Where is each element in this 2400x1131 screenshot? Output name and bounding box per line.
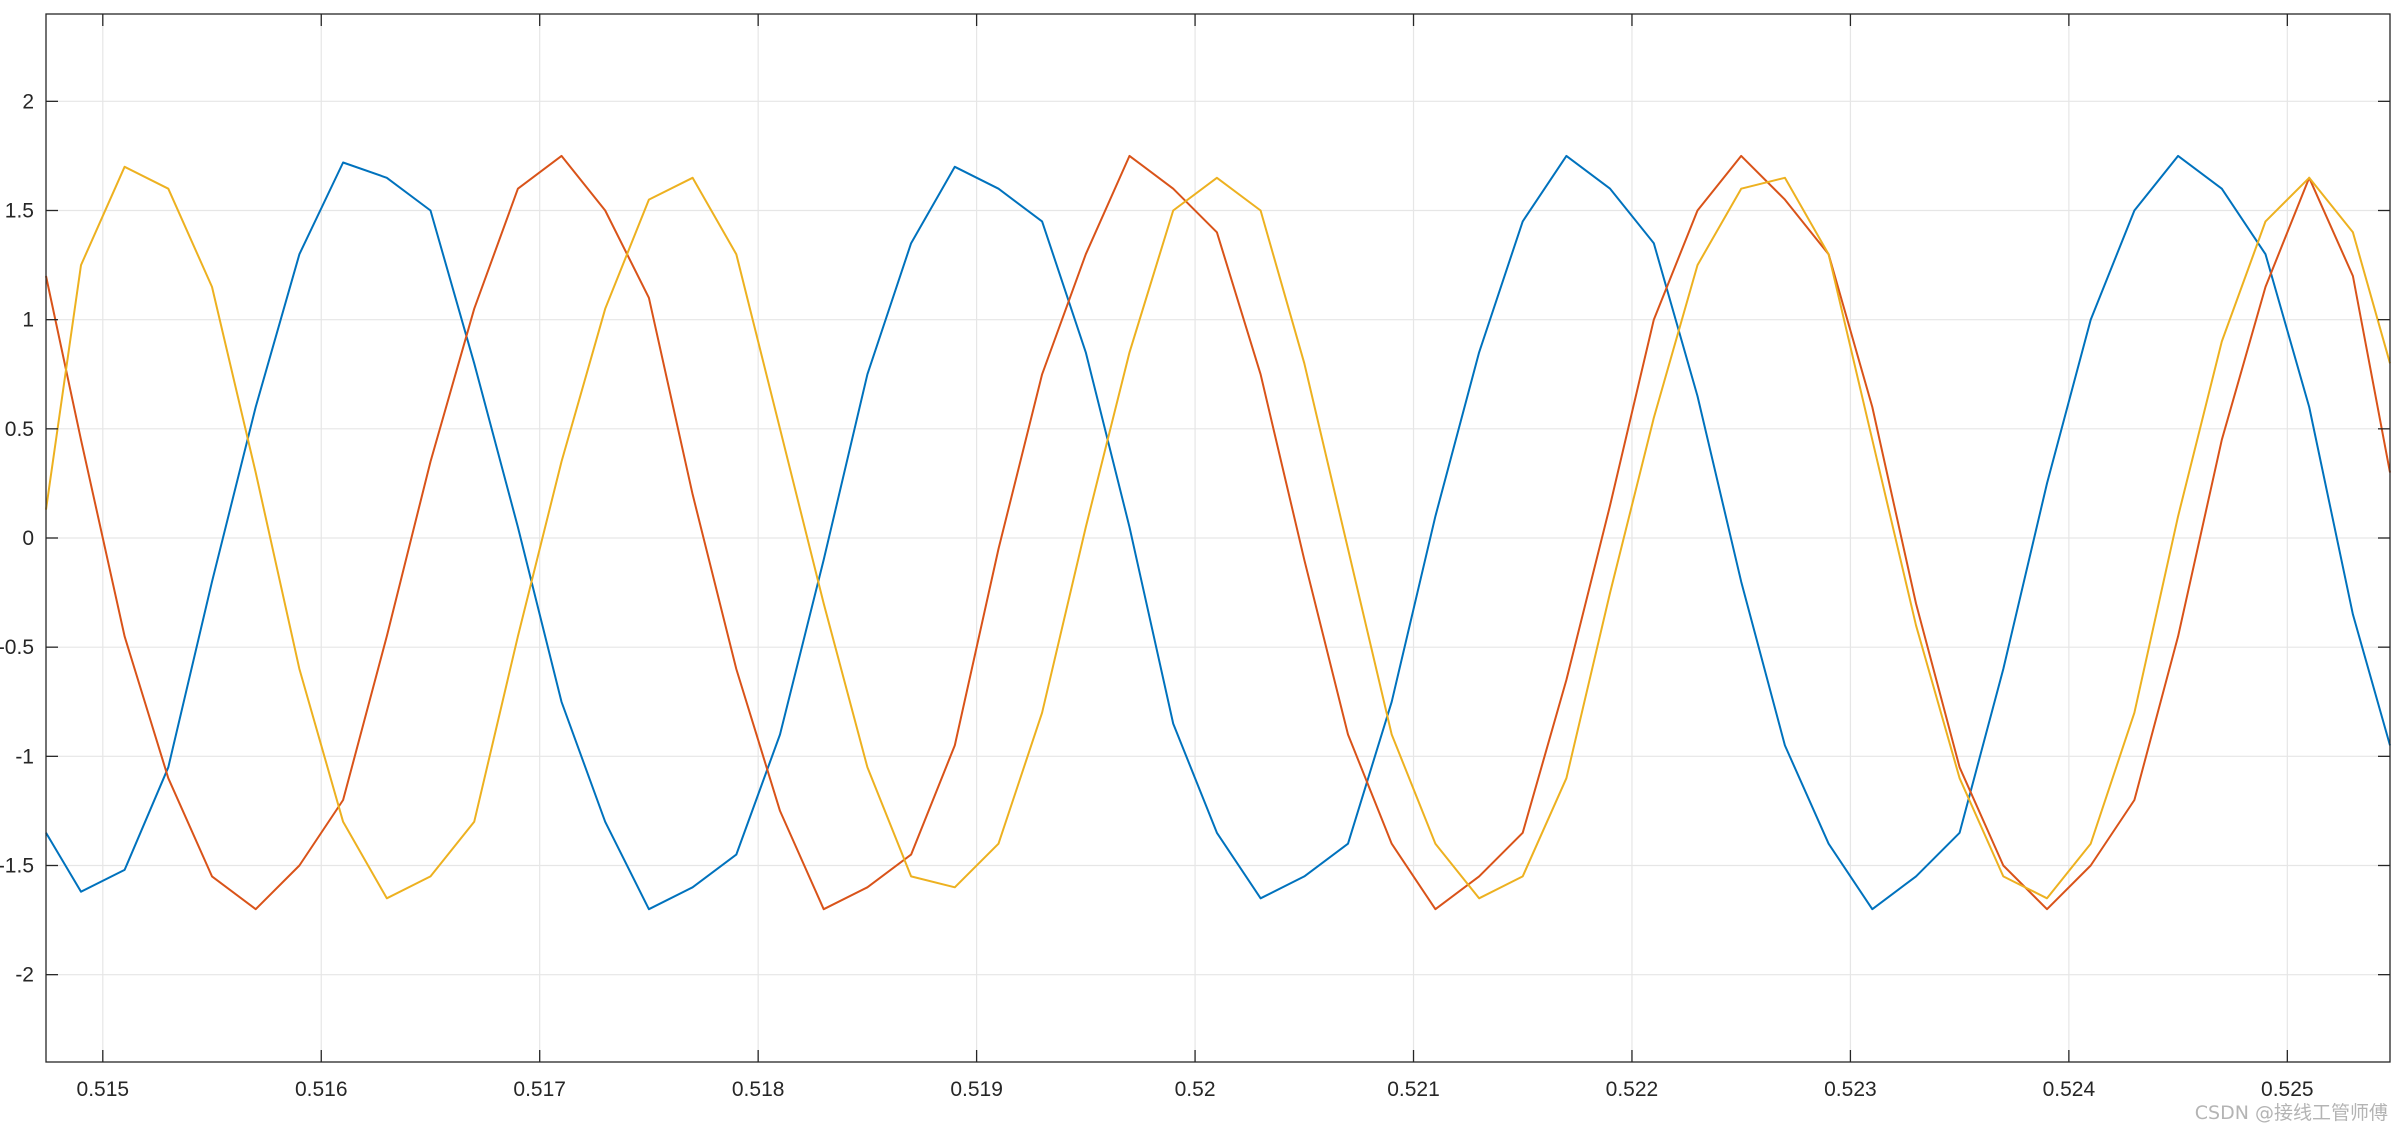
x-tick-label: 0.52 bbox=[1175, 1078, 1216, 1101]
series-3-line bbox=[45, 165, 2391, 900]
series-2-line bbox=[45, 154, 2391, 911]
y-tick-labels: 2 1.5 1 0.5 0 -0.5 -1 -1.5 -2 bbox=[0, 90, 34, 986]
y-tick-label: -0.5 bbox=[0, 636, 34, 659]
y-tick-label: 1.5 bbox=[5, 200, 34, 223]
x-tick-label: 0.516 bbox=[295, 1078, 348, 1101]
y-tick-label: -1 bbox=[15, 745, 34, 768]
x-tick-label: 0.524 bbox=[2043, 1078, 2096, 1101]
tick-marks bbox=[46, 14, 2390, 1062]
x-tick-labels: 0.515 0.516 0.517 0.518 0.519 0.52 0.521 0.522 0… bbox=[77, 1078, 2314, 1101]
series-layer bbox=[45, 154, 2391, 911]
x-tick-label: 0.518 bbox=[732, 1078, 785, 1101]
x-tick-label: 0.515 bbox=[77, 1078, 130, 1101]
x-tick-label: 0.522 bbox=[1606, 1078, 1659, 1101]
x-tick-label: 0.521 bbox=[1387, 1078, 1440, 1101]
series-3 bbox=[45, 165, 2391, 900]
y-tick-label: 0 bbox=[22, 527, 34, 550]
x-tick-label: 0.519 bbox=[950, 1078, 1003, 1101]
watermark: CSDN @接线工管师傅 bbox=[2194, 1102, 2388, 1124]
series-2 bbox=[45, 154, 2391, 911]
y-tick-label: -2 bbox=[15, 964, 34, 987]
y-tick-label: 0.5 bbox=[5, 418, 34, 441]
series-1-line bbox=[45, 154, 2391, 911]
series-1 bbox=[45, 154, 2391, 911]
x-tick-label: 0.525 bbox=[2261, 1078, 2314, 1101]
y-tick-label: 2 bbox=[22, 90, 34, 113]
x-tick-label: 0.523 bbox=[1824, 1078, 1877, 1101]
x-tick-label: 0.517 bbox=[513, 1078, 566, 1101]
y-tick-label: 1 bbox=[22, 309, 34, 332]
y-tick-label: -1.5 bbox=[0, 855, 34, 878]
